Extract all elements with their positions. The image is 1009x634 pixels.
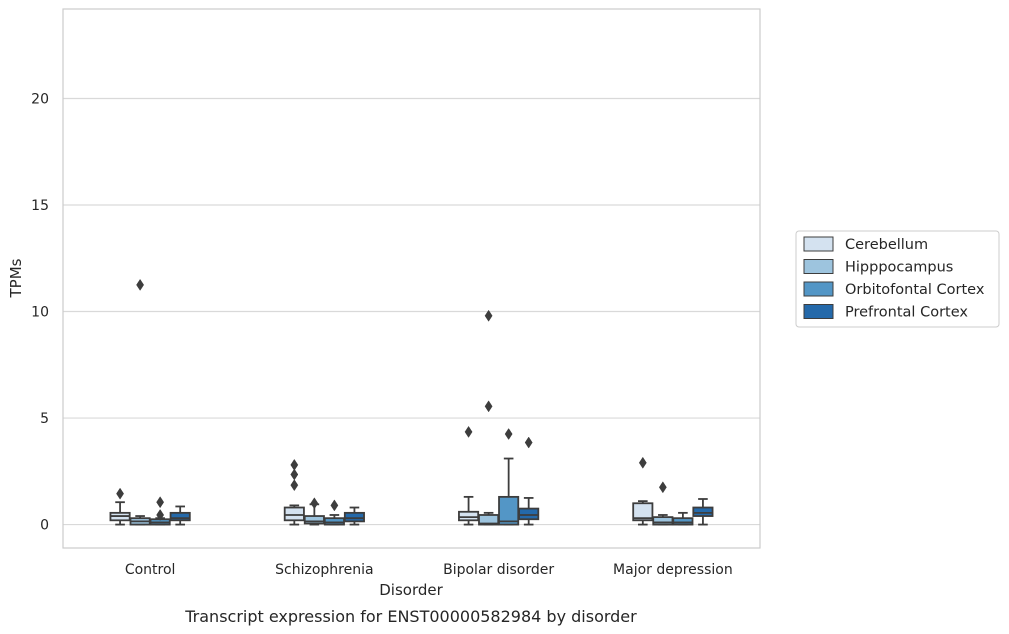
box-rect <box>652 516 674 526</box>
box-2-3 <box>518 436 540 526</box>
outlier-point <box>504 428 513 440</box>
box-0-1 <box>129 278 151 526</box>
box-1-1 <box>303 497 325 526</box>
legend-swatch <box>803 236 834 252</box>
box-rect <box>169 511 191 522</box>
legend: Cerebellum Hipppocampus Orbitofontal Corte… <box>795 230 1000 328</box>
y-axis-label: TPMs <box>7 258 25 298</box>
legend-swatch <box>803 304 834 319</box>
chart-caption: Transcript expression for ENST0000058298… <box>184 607 637 626</box>
x-tick-label: Bipolar disorder <box>443 562 554 578</box>
box-rect <box>303 515 325 525</box>
outlier-point <box>464 425 473 438</box>
outlier-point <box>330 499 339 512</box>
x-axis-label: Disorder <box>379 581 443 599</box>
box-2-0 <box>458 425 480 526</box>
box-3-0 <box>632 456 654 526</box>
outlier-point <box>524 436 533 449</box>
box-0-2 <box>149 496 171 526</box>
y-axis-ticks: 0 5 10 15 20 <box>31 91 49 533</box>
y-tick-label: 15 <box>31 198 49 214</box>
box-3-2 <box>672 511 694 526</box>
box-rect <box>518 507 540 521</box>
y-tick-label: 0 <box>40 518 49 534</box>
x-axis-ticks: Control Schizophrenia Bipolar disorder Majo… <box>125 562 733 578</box>
legend-label: Prefrontal Cortex <box>845 305 968 321</box>
outlier-point <box>156 509 165 521</box>
outlier-point <box>156 496 165 509</box>
box-3-1 <box>652 481 674 526</box>
legend-frame <box>795 230 1000 328</box>
outlier-point <box>310 497 319 510</box>
outlier-point <box>136 278 145 291</box>
outlier-point <box>290 458 299 471</box>
outlier-point <box>290 479 299 492</box>
outlier-point <box>638 456 647 469</box>
box-rect <box>343 511 365 523</box>
box-rect <box>283 506 305 522</box>
legend-swatch <box>803 259 834 274</box>
grid-lines <box>63 97 760 526</box>
box-rect <box>632 502 654 522</box>
x-tick-label: Major depression <box>613 562 733 578</box>
x-tick-label: Schizophrenia <box>275 562 373 578</box>
box-1-2 <box>323 499 345 526</box>
box-1-0 <box>283 458 305 526</box>
box-plot-marks <box>109 278 714 526</box>
box-0-3 <box>169 505 191 526</box>
box-0-0 <box>109 487 131 526</box>
y-tick-label: 20 <box>31 91 49 107</box>
box-rect <box>672 517 694 526</box>
outlier-point <box>290 468 299 481</box>
legend-label: Hipppocampus <box>845 260 953 276</box>
legend-swatch <box>803 281 834 297</box>
box-2-1 <box>478 309 500 526</box>
legend-label: Orbitofontal Cortex <box>845 282 985 298</box>
y-tick-label: 5 <box>40 411 49 427</box>
legend-label: Cerebellum <box>845 237 928 253</box>
box-rect <box>458 510 480 522</box>
box-2-2 <box>498 428 520 526</box>
outlier-point <box>484 400 493 413</box>
box-3-3 <box>692 498 714 526</box>
plot-frame <box>62 8 761 549</box>
box-rect <box>323 517 345 526</box>
box-rect <box>498 495 520 526</box>
box-1-3 <box>343 506 365 526</box>
box-rect <box>692 506 714 517</box>
outlier-point <box>484 309 493 322</box>
outlier-point <box>116 487 124 500</box>
x-tick-label: Control <box>125 562 176 578</box>
y-tick-label: 10 <box>31 305 49 321</box>
outlier-point <box>658 481 667 494</box>
